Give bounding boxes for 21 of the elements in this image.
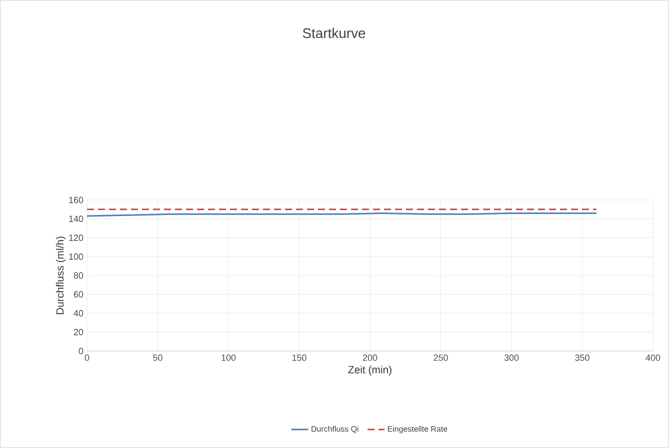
y-tick-label: 60 [74, 291, 84, 298]
y-tick-label: 160 [69, 196, 84, 204]
x-tick-label: 400 [646, 354, 660, 361]
x-tick-label: 300 [504, 354, 519, 361]
x-tick-label: 200 [362, 354, 378, 361]
y-tick-label: 120 [69, 234, 84, 241]
y-tick-label: 140 [69, 216, 84, 222]
x-tick-label: 100 [222, 354, 236, 361]
chart-title: Startkurve [302, 28, 366, 38]
y-tick-label: 20 [74, 328, 84, 336]
x-tick-label: 250 [434, 354, 448, 361]
y-tick-label: 100 [69, 253, 84, 260]
x-tick-label: 150 [292, 354, 306, 361]
x-tick-label: 0 [84, 354, 90, 361]
x-tick-label: 350 [575, 354, 590, 361]
y-axis-title: Durchfluss (ml/h) [56, 236, 66, 314]
x-tick-label: 50 [153, 354, 162, 361]
y-tick-label: 40 [74, 310, 84, 316]
y-tick-label: 0 [78, 348, 84, 354]
y-tick-label: 80 [74, 272, 84, 279]
x-axis-title: Zeit (min) [348, 366, 392, 376]
